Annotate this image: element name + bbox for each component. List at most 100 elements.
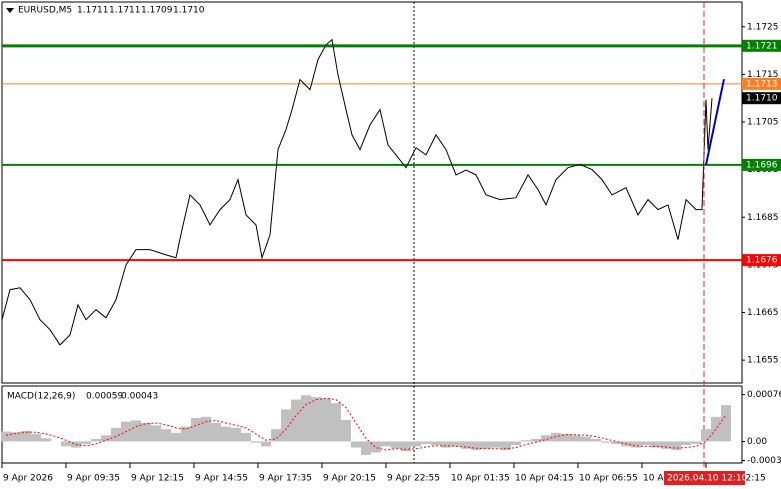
x-tick-label: 10 Apr 06:55 <box>579 474 638 484</box>
signal-line <box>5 397 727 451</box>
macd-bar <box>431 441 441 446</box>
macd-bar <box>411 441 421 447</box>
macd-bar <box>511 441 521 446</box>
macd-bar <box>721 405 731 442</box>
macd-bar <box>81 441 91 444</box>
macd-bar <box>181 426 191 442</box>
macd-bar <box>631 441 641 448</box>
macd-bar <box>131 420 141 442</box>
y-tick-label: -0.00031 <box>747 456 781 466</box>
level-tag <box>742 39 781 52</box>
level-tag-label: 1.1676 <box>746 256 778 266</box>
macd-bar <box>351 441 361 448</box>
price-panel <box>1 1 743 384</box>
x-tick-label: 9 Apr 22:55 <box>387 474 440 484</box>
macd-bar <box>361 441 371 455</box>
macd-bar <box>161 429 171 442</box>
crosshair-label-box <box>664 471 745 485</box>
macd-bar <box>421 441 431 444</box>
macd-bar <box>171 432 181 442</box>
macd-bar <box>371 441 381 453</box>
macd-bar <box>291 399 301 442</box>
signal-value: 0.00043 <box>121 392 158 402</box>
level-tag <box>742 158 781 171</box>
macd-bar <box>201 416 211 442</box>
macd-bar <box>331 403 341 442</box>
y-tick-label: 1.1705 <box>747 118 779 128</box>
y-tick-label: 1.1655 <box>747 356 779 366</box>
macd-bar <box>401 441 411 452</box>
macd-bar <box>521 440 531 442</box>
macd-bar <box>501 441 511 451</box>
macd-bar <box>221 426 231 442</box>
macd-bar <box>1 431 11 442</box>
x-tick-label: 10 Apr 01:35 <box>451 474 510 484</box>
y-tick-label: 1.1715 <box>747 70 779 80</box>
last-price-tag <box>742 92 781 105</box>
level-tag-label: 1.1696 <box>746 160 778 170</box>
y-tick-label: 1.1685 <box>747 213 779 223</box>
macd-bar <box>251 441 261 443</box>
trendline <box>705 78 725 166</box>
level-tag-label: 1.1721 <box>746 41 778 51</box>
macd-bar <box>491 441 501 448</box>
macd-bar <box>671 441 681 451</box>
x-tick-label: 9 Apr 20:15 <box>323 474 376 484</box>
level-tag <box>742 254 781 267</box>
close: 1.1710 <box>173 6 205 16</box>
macd-bar <box>391 441 401 449</box>
macd-bar <box>461 441 471 449</box>
x-tick-label: 9 Apr 2026 <box>3 474 53 484</box>
macd-bar <box>571 435 581 442</box>
macd-bar <box>11 432 21 442</box>
macd-bar <box>91 438 101 442</box>
macd-bar <box>341 419 351 442</box>
macd-bar <box>111 427 121 442</box>
macd-bar <box>691 441 701 444</box>
macd-bar <box>261 441 271 447</box>
x-tick-label: 9 Apr 09:35 <box>67 474 120 484</box>
macd-bar <box>381 441 391 447</box>
macd-bar <box>141 422 151 442</box>
macd-bar <box>151 425 161 442</box>
menu-icon[interactable] <box>6 8 14 13</box>
y-tick-label: 1.1725 <box>747 22 779 32</box>
high: 1.1711 <box>109 6 141 16</box>
macd-bar <box>311 397 321 442</box>
x-tick-label: 9 Apr 14:55 <box>195 474 248 484</box>
y-tick-label: 0.00 <box>747 437 767 447</box>
level-tag <box>742 77 781 90</box>
macd-bar <box>281 409 291 442</box>
macd-bar <box>451 441 461 447</box>
macd-bar <box>591 438 601 442</box>
macd-bar <box>301 395 311 442</box>
macd-bar <box>231 427 241 442</box>
macd-bar <box>21 430 31 442</box>
macd-bar <box>581 436 591 442</box>
macd-bar <box>651 441 661 448</box>
x-tick-label: 9 Apr 12:15 <box>131 474 184 484</box>
level-tag-label: 1.1713 <box>746 79 778 89</box>
macd-panel <box>1 385 743 464</box>
macd-bar <box>41 438 51 442</box>
last-price-label: 1.1710 <box>746 94 778 104</box>
macd-bar <box>191 418 201 442</box>
macd-bar <box>441 441 451 448</box>
x-tick-label: 10 Apr 04:15 <box>515 474 574 484</box>
macd-bar <box>31 434 41 442</box>
y-tick-label: 1.1665 <box>747 308 779 318</box>
macd-bar <box>541 435 551 442</box>
macd-bar <box>641 441 651 446</box>
x-tick-label: 9 Apr 17:35 <box>259 474 312 484</box>
macd-bar <box>101 435 111 442</box>
macd-bar <box>601 441 611 443</box>
macd-bar <box>701 429 711 442</box>
macd-bar <box>531 438 541 442</box>
macd-bar <box>471 441 481 451</box>
y-tick-label: 0.00076 <box>747 390 781 400</box>
macd-bar <box>611 441 621 444</box>
macd-bar <box>551 432 561 442</box>
macd-bar <box>481 441 491 449</box>
